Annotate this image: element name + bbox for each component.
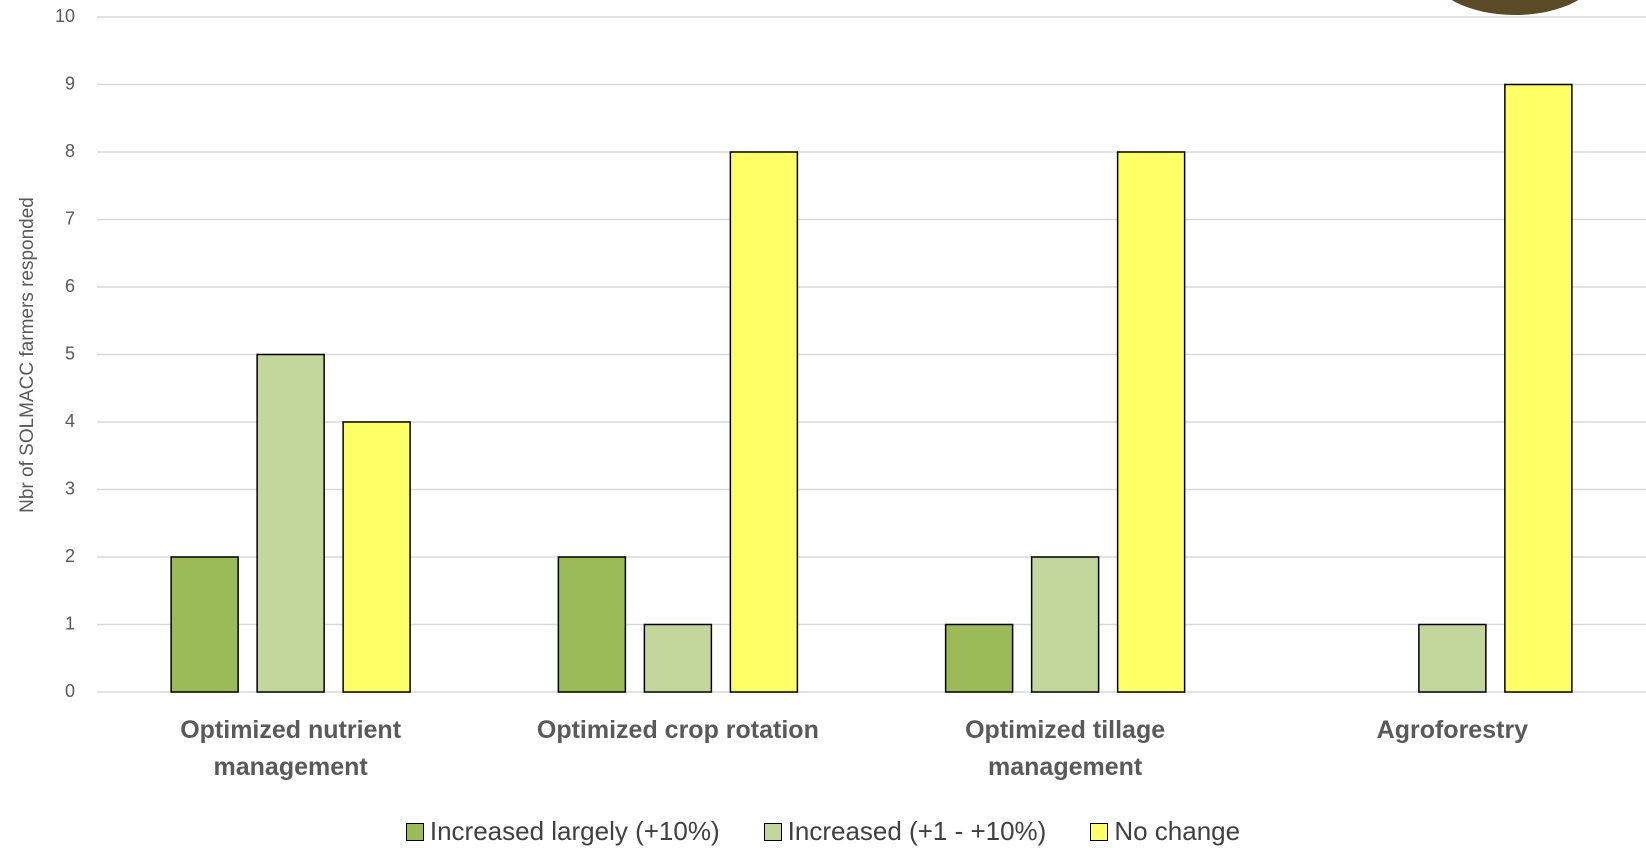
y-tick-label: 8 bbox=[65, 141, 75, 161]
bar bbox=[1504, 83, 1573, 693]
bar bbox=[729, 151, 799, 693]
y-tick-label: 9 bbox=[65, 73, 75, 93]
y-tick-label: 0 bbox=[65, 681, 75, 701]
y-tick-label: 1 bbox=[65, 613, 75, 633]
y-tick-label: 2 bbox=[65, 546, 75, 566]
x-tick-label: Agroforestry bbox=[1376, 716, 1529, 744]
legend-item: Increased (+1 - +10%) bbox=[763, 816, 1047, 847]
bar bbox=[1030, 556, 1100, 693]
decoration bbox=[1451, 0, 1579, 15]
legend: Increased largely (+10%) Increased (+1 - … bbox=[0, 816, 1646, 847]
bar bbox=[944, 623, 1014, 693]
y-tick-label: 4 bbox=[65, 411, 75, 431]
legend-swatch bbox=[405, 822, 424, 841]
legend-label: No change bbox=[1114, 816, 1241, 846]
y-tick-label: 6 bbox=[65, 276, 75, 296]
bar bbox=[1116, 151, 1186, 693]
y-tick-label: 5 bbox=[65, 343, 75, 363]
bar bbox=[557, 556, 627, 693]
y-tick-label: 3 bbox=[65, 478, 75, 498]
x-tick-label: Optimized tillage management bbox=[965, 716, 1166, 781]
legend-item: No change bbox=[1090, 816, 1240, 847]
bar bbox=[643, 623, 713, 693]
legend-swatch bbox=[1090, 822, 1109, 841]
bar bbox=[170, 556, 239, 693]
legend-item: Increased largely (+10%) bbox=[405, 816, 720, 847]
y-tick-label: 10 bbox=[55, 6, 75, 26]
bar bbox=[342, 421, 411, 693]
legend-swatch bbox=[763, 822, 782, 841]
x-tick-label: Optimized nutrient management bbox=[180, 716, 402, 781]
y-axis-label: Nbr of SOLMACC farmers responded bbox=[17, 197, 38, 513]
x-tick-label: Optimized crop rotation bbox=[536, 716, 819, 744]
bar bbox=[1418, 623, 1487, 693]
legend-label: Increased largely (+10%) bbox=[429, 816, 720, 846]
bar bbox=[256, 353, 325, 693]
legend-label: Increased (+1 - +10%) bbox=[787, 816, 1047, 846]
y-tick-label: 7 bbox=[65, 208, 75, 228]
